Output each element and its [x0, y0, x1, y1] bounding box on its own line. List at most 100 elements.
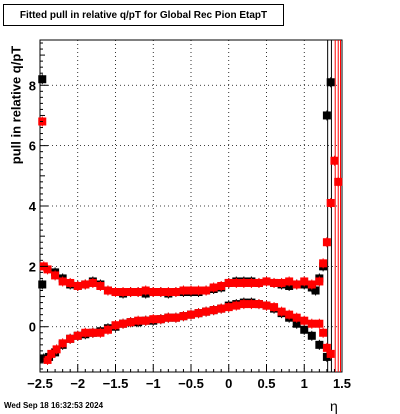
x-tick-label: −1.5 — [103, 376, 129, 391]
data-point — [254, 300, 263, 309]
data-point — [134, 316, 143, 325]
data-point — [141, 316, 150, 325]
data-point — [111, 288, 120, 297]
data-point — [330, 156, 339, 165]
data-point — [73, 281, 82, 290]
y-axis-label-wrap: pull in relative q/pT — [3, 40, 29, 170]
y-tick-label: 8 — [29, 78, 36, 93]
x-tick-label: −0.5 — [178, 376, 204, 391]
data-point — [156, 315, 165, 324]
series-layer — [38, 74, 343, 365]
data-point — [164, 288, 173, 297]
data-point — [224, 303, 233, 312]
data-point — [58, 339, 67, 348]
x-tick-label: −2.5 — [27, 376, 53, 391]
x-tick-label: −2 — [70, 376, 85, 391]
data-point — [111, 321, 120, 330]
data-point — [187, 310, 195, 319]
title-box: Fitted pull in relative q/pT for Global … — [3, 4, 284, 26]
data-point — [81, 328, 90, 337]
data-point — [307, 280, 316, 289]
data-point — [270, 303, 279, 312]
data-point — [319, 328, 328, 337]
data-point — [292, 319, 301, 328]
chart-title: Fitted pull in relative q/pT for Global … — [19, 9, 268, 21]
data-point — [88, 328, 97, 337]
data-point — [322, 238, 331, 247]
data-point — [126, 288, 135, 297]
data-point — [292, 313, 301, 322]
data-point — [187, 286, 195, 295]
data-point — [179, 312, 188, 321]
data-point — [277, 307, 286, 316]
y-axis-label: pull in relative q/pT — [8, 45, 24, 165]
data-point — [270, 278, 279, 287]
data-point — [43, 355, 52, 364]
data-point — [326, 78, 335, 87]
x-tick-label: 0.5 — [257, 376, 275, 391]
data-point — [194, 286, 203, 295]
data-point — [232, 301, 241, 310]
data-point — [81, 280, 90, 289]
data-point — [96, 281, 105, 290]
axes: −2.5 −2 −1.5 −1 −0.5 0 0.5 1 1.5 0 2 4 6 8 — [27, 42, 351, 391]
x-tick-label: 1 — [301, 376, 308, 391]
data-point — [103, 325, 112, 334]
data-point — [66, 334, 75, 343]
data-point — [171, 313, 180, 322]
data-point — [194, 309, 203, 318]
data-point — [322, 343, 331, 352]
data-point — [315, 340, 324, 349]
data-point — [239, 300, 248, 309]
data-point — [164, 313, 173, 322]
datestamp: Wed Sep 18 16:32:53 2024 — [4, 401, 104, 410]
data-point — [126, 318, 135, 327]
y-tick-label: 6 — [29, 139, 36, 154]
data-point — [315, 277, 324, 286]
data-point — [315, 319, 324, 328]
data-point — [134, 288, 143, 297]
data-point — [224, 278, 233, 287]
y-tick-label: 4 — [29, 199, 37, 214]
data-point — [307, 331, 316, 340]
data-point — [217, 281, 226, 290]
data-point — [202, 286, 211, 295]
x-tick-label: 1.5 — [333, 376, 351, 391]
data-point — [232, 278, 241, 287]
data-point — [311, 286, 320, 295]
data-point — [103, 286, 112, 295]
x-tick-label: −1 — [146, 376, 161, 391]
data-point — [51, 271, 60, 280]
data-point — [171, 288, 180, 297]
data-point — [73, 331, 82, 340]
data-point — [119, 288, 128, 297]
y-tick-label: 0 — [29, 320, 36, 335]
data-point — [277, 278, 286, 287]
y-tick-label: 2 — [29, 259, 36, 274]
data-point — [300, 325, 309, 334]
data-point — [209, 306, 218, 315]
x-tick-label: 0 — [225, 376, 232, 391]
data-point — [319, 259, 328, 268]
data-point — [202, 307, 211, 316]
data-point — [292, 280, 301, 289]
data-point — [307, 319, 316, 328]
data-point — [149, 288, 158, 297]
data-point — [326, 349, 335, 358]
data-point — [179, 286, 188, 295]
data-point — [149, 315, 158, 324]
data-point — [247, 300, 256, 309]
data-point — [326, 198, 335, 207]
data-point — [300, 277, 309, 286]
data-point — [43, 265, 52, 274]
data-point — [262, 301, 271, 310]
data-point — [247, 278, 256, 287]
x-axis-label: η — [330, 398, 338, 414]
data-point — [156, 288, 165, 297]
data-point — [254, 278, 263, 287]
data-point — [285, 277, 294, 286]
data-point — [300, 316, 309, 325]
data-point — [96, 328, 105, 337]
data-point — [66, 278, 75, 287]
